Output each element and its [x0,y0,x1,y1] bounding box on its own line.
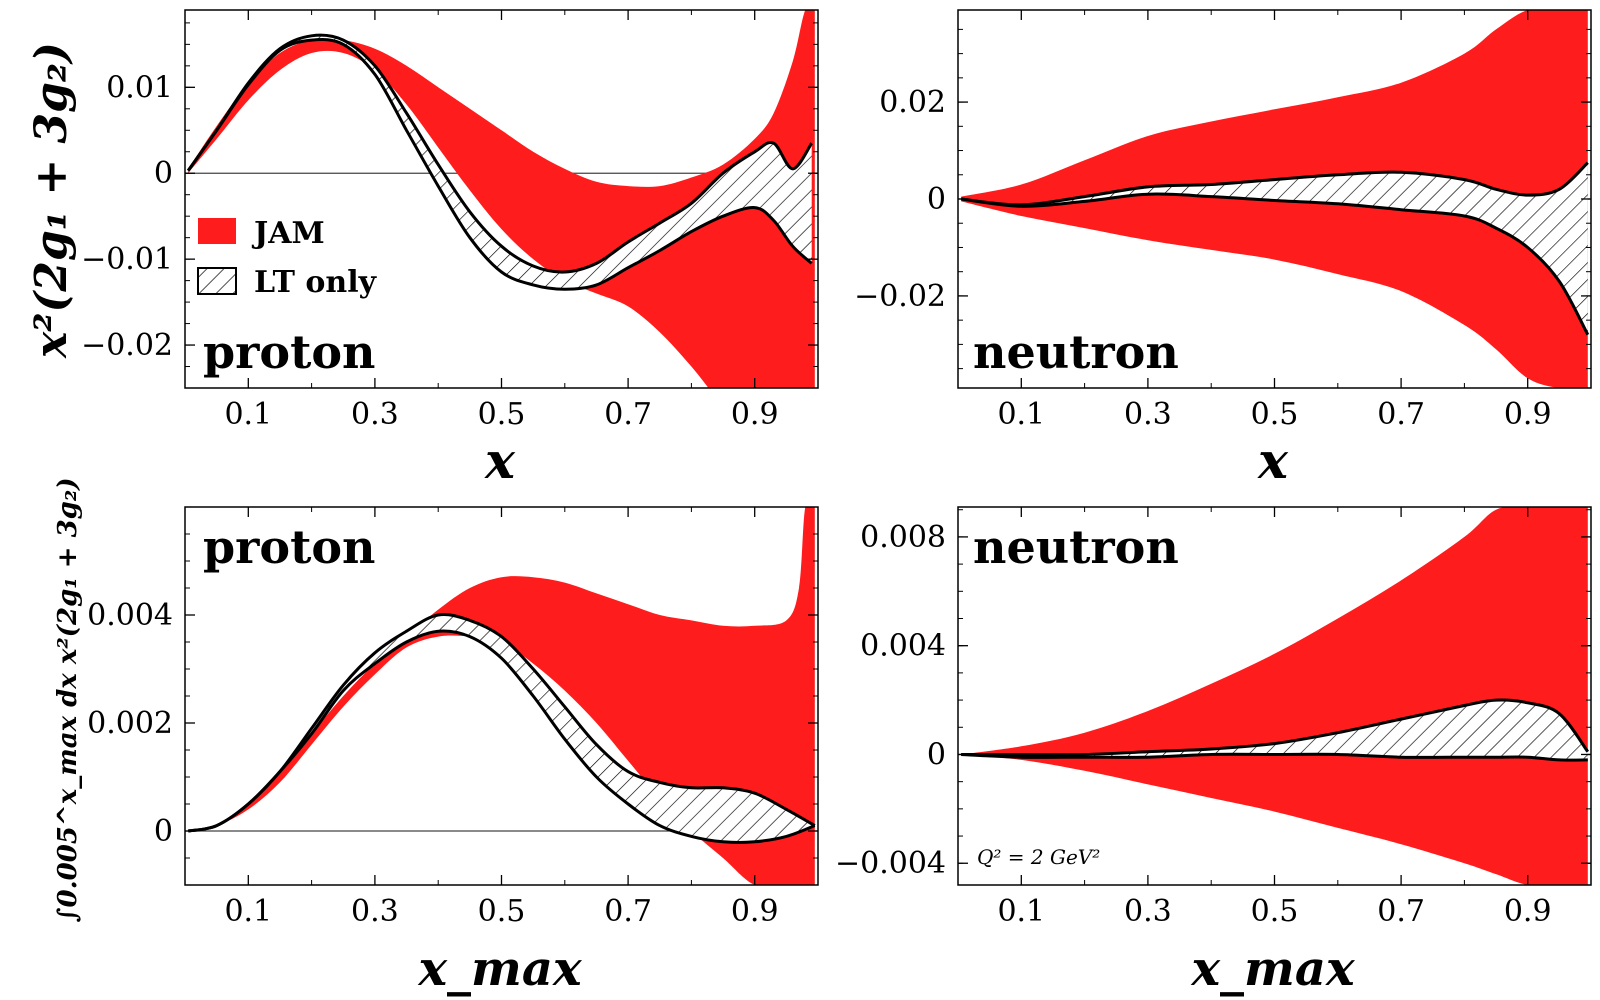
legend-label-lt: LT only [254,265,378,300]
xlabel-bottom-right: x_max [1190,941,1356,997]
x-tick-label: 0.7 [1377,894,1425,929]
legend-label-jam: JAM [251,216,325,251]
x-tick-label: 0.1 [224,894,272,929]
x-tick-label: 0.9 [1504,894,1552,929]
x-tick-label: 0.1 [997,894,1045,929]
jam-band [961,507,1588,885]
x-tick-label: 0.9 [1504,397,1552,432]
x-tick-label: 0.5 [1251,397,1299,432]
y-tick-label: 0 [154,156,173,191]
y-tick-label: −0.02 [854,279,946,314]
panel-label-neutron-bottom: neutron [973,520,1179,574]
y-tick-label: 0.004 [860,629,946,664]
x-tick-label: 0.5 [478,397,526,432]
y-tick-label: 0.008 [860,520,946,555]
x-tick-label: 0.7 [1377,397,1425,432]
lt-only-lower-line [187,629,816,844]
lt-only-upper-line [186,33,813,274]
x-tick-label: 0.3 [1124,397,1172,432]
lt-only-lower-line [961,192,1590,336]
plot-area [185,507,818,885]
y-tick-label: 0.004 [87,598,173,633]
y-tick-label: 0 [927,737,946,772]
xlabel-top-right: x [1257,431,1289,490]
panel-neutron-xmax: 0.1 0.3 0.5 0.7 0.9 −0.004 0 0.004 0.008 [835,506,1592,929]
panel-proton-xmax: 0.1 0.3 0.5 0.7 0.9 0 0.002 0.004 [87,506,819,929]
x-tick-label: 0.3 [351,397,399,432]
lt-only-band [961,162,1588,335]
legend-swatch-jam [198,218,236,244]
ylabel-top: x²(2g₁ + 3g₂) [26,42,77,359]
x-tick-label: 0.3 [1124,894,1172,929]
y-tick-label: −0.01 [81,242,173,277]
plot-area [958,10,1591,388]
y-tick-label: 0.01 [106,70,173,105]
panel-label-neutron-top: neutron [973,325,1179,379]
xlabel-top-left: x [484,431,516,490]
x-tick-label: 0.1 [997,397,1045,432]
ylabel-bottom: ∫0.005^x_max dx x²(2g₁ + 3g₂) [53,477,83,922]
y-tick-label: −0.004 [835,846,946,881]
x-tick-label: 0.1 [224,397,272,432]
y-tick-label: 0.02 [879,85,946,120]
panel-neutron-x: 0.1 0.3 0.5 0.7 0.9 −0.02 0 0.02 [854,9,1592,432]
panel-proton-x: 0.1 0.3 0.5 0.7 0.9 −0.02 −0.01 0 0.01 [81,9,819,432]
q2-annotation: Q² = 2 GeV² [977,845,1100,869]
y-tick-label: 0 [154,814,173,849]
xlabel-bottom-left: x_max [417,941,583,997]
x-tick-label: 0.9 [731,894,779,929]
panel-label-proton-top: proton [203,325,375,379]
y-tick-label: −0.02 [81,328,173,363]
plot-area [958,507,1591,885]
x-tick-label: 0.5 [1251,894,1299,929]
lt-only-lower-line [961,752,1588,762]
jam-band [188,10,815,388]
lt-only-band [188,614,815,843]
lt-only-upper-line [961,161,1589,207]
x-tick-label: 0.9 [731,397,779,432]
panel-label-proton-bottom: proton [203,520,375,574]
y-tick-label: 0 [927,182,946,217]
lt-only-band [961,699,1588,761]
plot-area [185,10,818,388]
x-tick-label: 0.7 [604,894,652,929]
lt-only-lower-line [186,37,813,291]
x-tick-label: 0.5 [478,894,526,929]
legend: JAM LT only [197,216,378,300]
x-tick-label: 0.3 [351,894,399,929]
lt-only-upper-line [961,698,1590,757]
legend-swatch-lt [197,267,237,295]
y-tick-label: 0.002 [87,706,173,741]
x-tick-label: 0.7 [604,397,652,432]
